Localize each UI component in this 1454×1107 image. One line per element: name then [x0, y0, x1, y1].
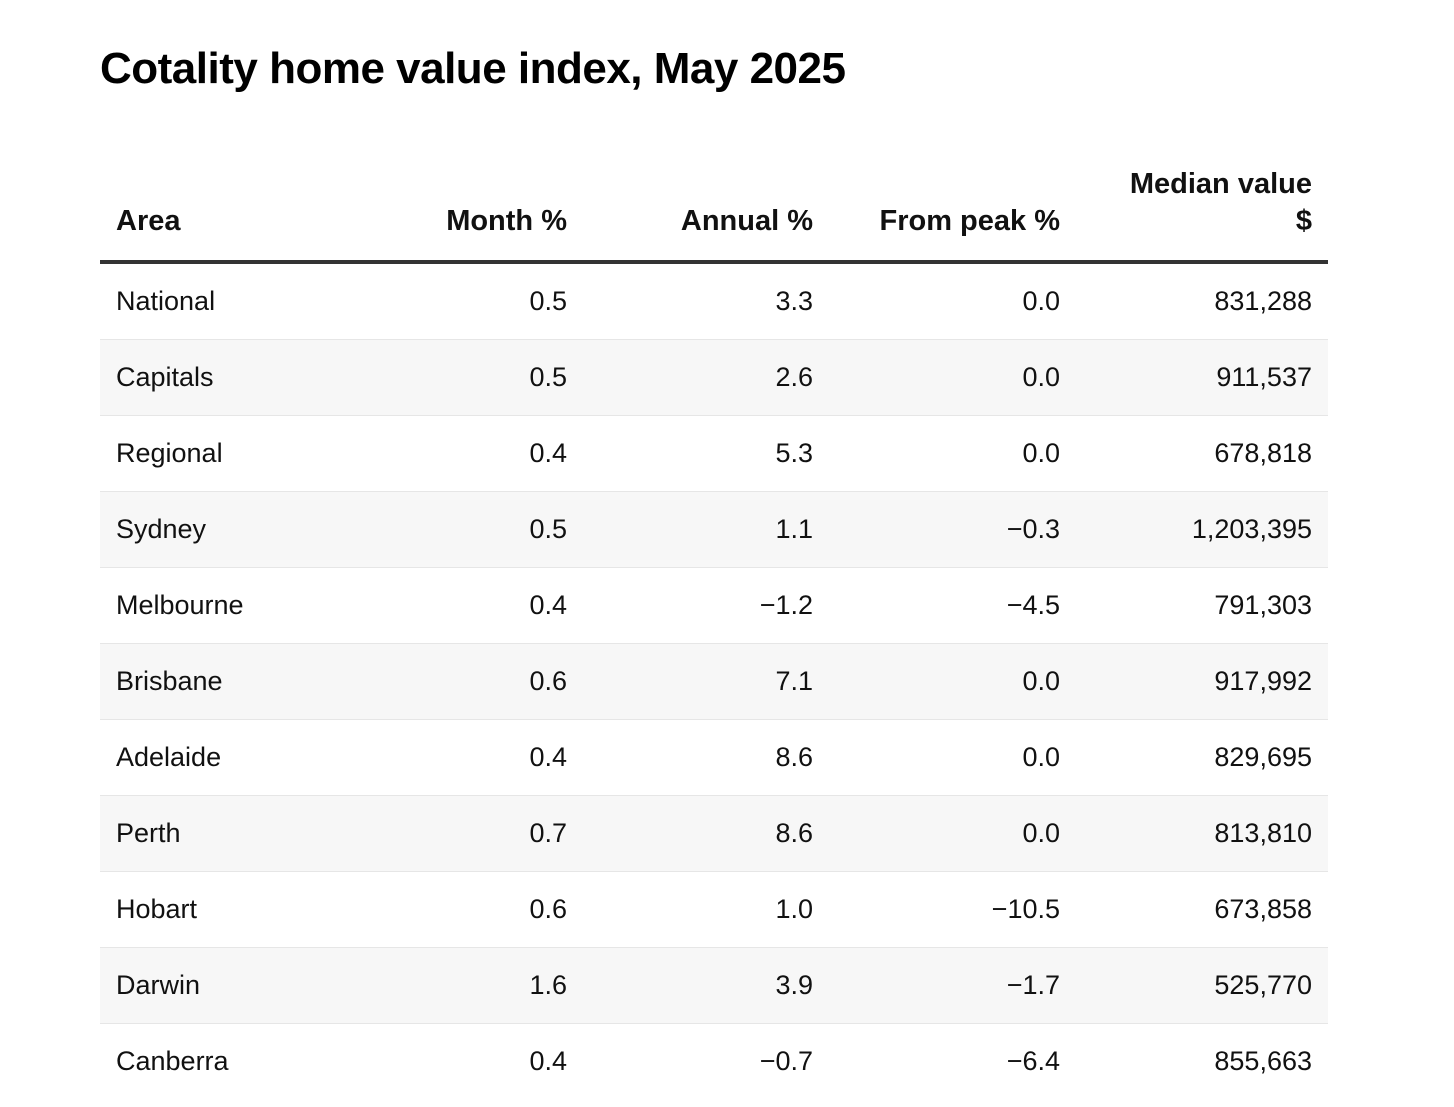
cell-median-value: 829,695	[1076, 719, 1328, 796]
cell-area: Regional	[100, 415, 340, 492]
cell-area: Hobart	[100, 871, 340, 948]
cell-from-peak: −4.5	[829, 567, 1076, 644]
cell-month: 0.6	[340, 643, 583, 720]
cell-area: Melbourne	[100, 567, 340, 644]
cell-from-peak: 0.0	[829, 795, 1076, 872]
median-header-unit: $	[1295, 205, 1312, 237]
cell-month: 0.5	[340, 339, 583, 416]
cell-median-value: 1,203,395	[1076, 491, 1328, 568]
page-title: Cotality home value index, May 2025	[100, 44, 846, 93]
cell-month: 0.4	[340, 415, 583, 492]
cell-annual: 1.1	[583, 491, 829, 568]
cell-median-value: 855,663	[1214, 1046, 1312, 1076]
cell-area: Capitals	[100, 339, 340, 416]
cell-median-value: 791,303	[1076, 567, 1328, 644]
table-body: National 0.5 3.3 0.0 831,288 Capitals 0.5 2.6 0.…	[100, 262, 1328, 1099]
table-row: Adelaide 0.4 8.6 0.0 829,695	[100, 719, 1328, 796]
cell-median-value: 678,818	[1076, 415, 1328, 492]
table-row: Perth 0.7 8.6 0.0 813,810	[100, 795, 1328, 872]
cell-month: 0.7	[340, 795, 583, 872]
column-header-month: Month %	[340, 150, 583, 264]
cell-annual: 1.0	[583, 871, 829, 948]
table-row: Brisbane 0.6 7.1 0.0 917,992	[100, 643, 1328, 720]
column-header-annual: Annual %	[583, 150, 829, 264]
cell-from-peak: 0.0	[829, 415, 1076, 492]
cell-from-peak: −0.3	[829, 491, 1076, 568]
cell-annual: 3.9	[583, 947, 829, 1024]
cell-area: Perth	[100, 795, 340, 872]
table-header: Area Month % Annual % From peak % Median…	[100, 150, 1328, 264]
cell-area: Canberra	[116, 1046, 229, 1076]
cell-median-value: 673,858	[1076, 871, 1328, 948]
cell-area: Sydney	[100, 491, 340, 568]
table-row: Darwin 1.6 3.9 −1.7 525,770	[100, 947, 1328, 1024]
table-row: Capitals 0.5 2.6 0.0 911,537	[100, 339, 1328, 416]
cell-area: Adelaide	[100, 719, 340, 796]
cell-from-peak: 0.0	[829, 643, 1076, 720]
home-value-table: Area Month % Annual % From peak % Median…	[100, 150, 1328, 1099]
cell-annual: 5.3	[583, 415, 829, 492]
cell-month: 0.4	[529, 1046, 567, 1076]
cell-month: 0.6	[340, 871, 583, 948]
cell-area: Brisbane	[100, 643, 340, 720]
cell-median-value: 831,288	[1076, 262, 1328, 340]
cell-annual: −0.7	[759, 1046, 813, 1076]
column-header-from-peak: From peak %	[829, 150, 1076, 264]
cell-from-peak: 0.0	[829, 339, 1076, 416]
cell-month: 1.6	[340, 947, 583, 1024]
cell-month: 0.5	[340, 491, 583, 568]
cell-annual: 8.6	[583, 719, 829, 796]
table-row: Sydney 0.5 1.1 −0.3 1,203,395	[100, 491, 1328, 568]
cell-median-value: 813,810	[1076, 795, 1328, 872]
table-row: National 0.5 3.3 0.0 831,288	[100, 262, 1328, 340]
cell-annual: 8.6	[583, 795, 829, 872]
cell-month: 0.4	[340, 719, 583, 796]
cell-annual: 2.6	[583, 339, 829, 416]
cell-annual: 7.1	[583, 643, 829, 720]
cell-annual: 3.3	[583, 262, 829, 340]
median-header-label: Median value	[1129, 168, 1312, 200]
cell-area: National	[100, 262, 340, 340]
cell-from-peak: −1.7	[829, 947, 1076, 1024]
table-row: Hobart 0.6 1.0 −10.5 673,858	[100, 871, 1328, 948]
cell-median-value: 911,537	[1076, 339, 1328, 416]
column-header-median-value: Median value $	[1076, 150, 1328, 264]
cell-from-peak: −10.5	[829, 871, 1076, 948]
table-header-row: Area Month % Annual % From peak % Median…	[100, 150, 1328, 264]
cell-median-value: 525,770	[1076, 947, 1328, 1024]
cell-from-peak: −6.4	[1006, 1046, 1060, 1076]
cell-median-value: 917,992	[1076, 643, 1328, 720]
table-row: Canberra 0.4 −0.7 −6.4 855,663	[100, 1024, 1328, 1100]
cell-month: 0.5	[340, 262, 583, 340]
column-header-area: Area	[100, 150, 340, 264]
cell-from-peak: 0.0	[829, 262, 1076, 340]
cell-area: Darwin	[100, 947, 340, 1024]
cell-month: 0.4	[340, 567, 583, 644]
cell-annual: −1.2	[583, 567, 829, 644]
cell-from-peak: 0.0	[829, 719, 1076, 796]
table-row: Regional 0.4 5.3 0.0 678,818	[100, 415, 1328, 492]
table-row: Melbourne 0.4 −1.2 −4.5 791,303	[100, 567, 1328, 644]
